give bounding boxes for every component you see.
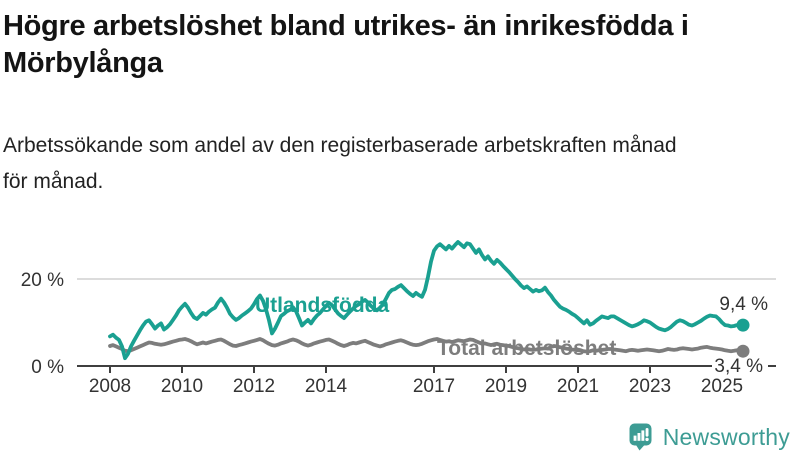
x-axis-tick-label: 2014 bbox=[305, 376, 348, 397]
x-axis-tick-label: 2025 bbox=[701, 376, 743, 397]
y-axis-label-0: 0 % bbox=[31, 357, 64, 378]
series-label-total: Total arbetslöshet bbox=[437, 337, 616, 360]
bar-chart-speech-bubble-icon bbox=[629, 423, 652, 451]
x-axis-tick-label: 2010 bbox=[161, 376, 203, 397]
series-line-1 bbox=[108, 337, 745, 354]
end-value-label-bg bbox=[712, 358, 768, 375]
series-lines bbox=[108, 240, 750, 361]
series-line-0 bbox=[108, 240, 745, 361]
page-title: Högre arbetslöshet bland utrikes- än inr… bbox=[3, 10, 689, 79]
end-value-label-total: 3,4 % bbox=[714, 356, 763, 377]
x-axis-tick-label: 2008 bbox=[89, 376, 131, 397]
line-chart: 20 % 0 % 2008 2010 2012 2014 2017 2019 2021 202… bbox=[21, 240, 776, 397]
x-axis-tick-label: 2021 bbox=[557, 376, 599, 397]
series-end-dot-1 bbox=[736, 344, 750, 358]
series-label-utlandsfodda: Utlandsfödda bbox=[255, 294, 389, 317]
y-axis-label-20: 20 % bbox=[21, 270, 64, 291]
x-axis-tick-label: 2019 bbox=[485, 376, 527, 397]
x-axis-tick-label: 2017 bbox=[413, 376, 455, 397]
newsworthy-wordmark: Newsworthy bbox=[662, 423, 790, 450]
page-subtitle: Arbetssökande som andel av den registerb… bbox=[3, 134, 677, 193]
end-value-label-utlandsfodda: 9,4 % bbox=[719, 294, 768, 315]
x-axis-tick-label: 2023 bbox=[629, 376, 671, 397]
newsworthy-logo[interactable]: Newsworthy bbox=[629, 423, 790, 451]
x-axis-tick-label: 2012 bbox=[233, 376, 275, 397]
x-axis-ticks: 2008 2010 2012 2014 2017 2019 2021 2023 2025 bbox=[89, 366, 743, 397]
series-end-dot-0 bbox=[736, 318, 750, 332]
